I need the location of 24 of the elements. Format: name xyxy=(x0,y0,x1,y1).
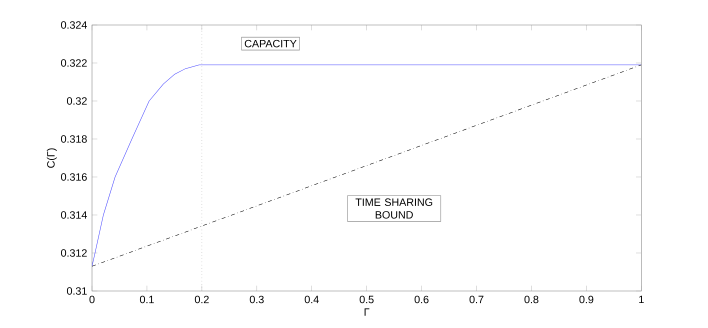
y-tick-label: 0.316 xyxy=(61,173,87,181)
x-tick-label: 0.4 xyxy=(304,296,319,304)
x-tick-label: 0.7 xyxy=(470,296,484,304)
y-axis-title: C(Γ) xyxy=(46,148,57,168)
x-tick-label: 0.8 xyxy=(524,296,538,304)
annotation: TIME SHARING BOUND xyxy=(356,198,432,219)
y-tick-label: 0.314 xyxy=(61,211,87,219)
x-tick-label: 1 xyxy=(639,296,644,304)
x-tick-label: 0.1 xyxy=(140,296,154,304)
x-tick-label: 0.5 xyxy=(360,296,374,304)
y-tick-label: 0.32 xyxy=(66,97,87,105)
x-tick-label: 0.3 xyxy=(250,296,264,304)
y-tick-label: 0.312 xyxy=(61,249,87,257)
line-series xyxy=(92,64,642,267)
x-axis-title: Γ xyxy=(364,308,370,316)
x-tick-label: 0.2 xyxy=(194,296,209,304)
y-tick-label: 0.322 xyxy=(61,59,87,67)
y-tick-label: 0.324 xyxy=(61,21,87,29)
y-tick-label: 0.31 xyxy=(66,287,87,295)
x-tick-label: 0.9 xyxy=(579,296,594,304)
annotation: CAPACITY xyxy=(244,40,297,48)
x-tick-label: 0 xyxy=(89,296,95,304)
y-tick-label: 0.318 xyxy=(61,135,87,143)
x-tick-label: 0.6 xyxy=(414,296,429,304)
